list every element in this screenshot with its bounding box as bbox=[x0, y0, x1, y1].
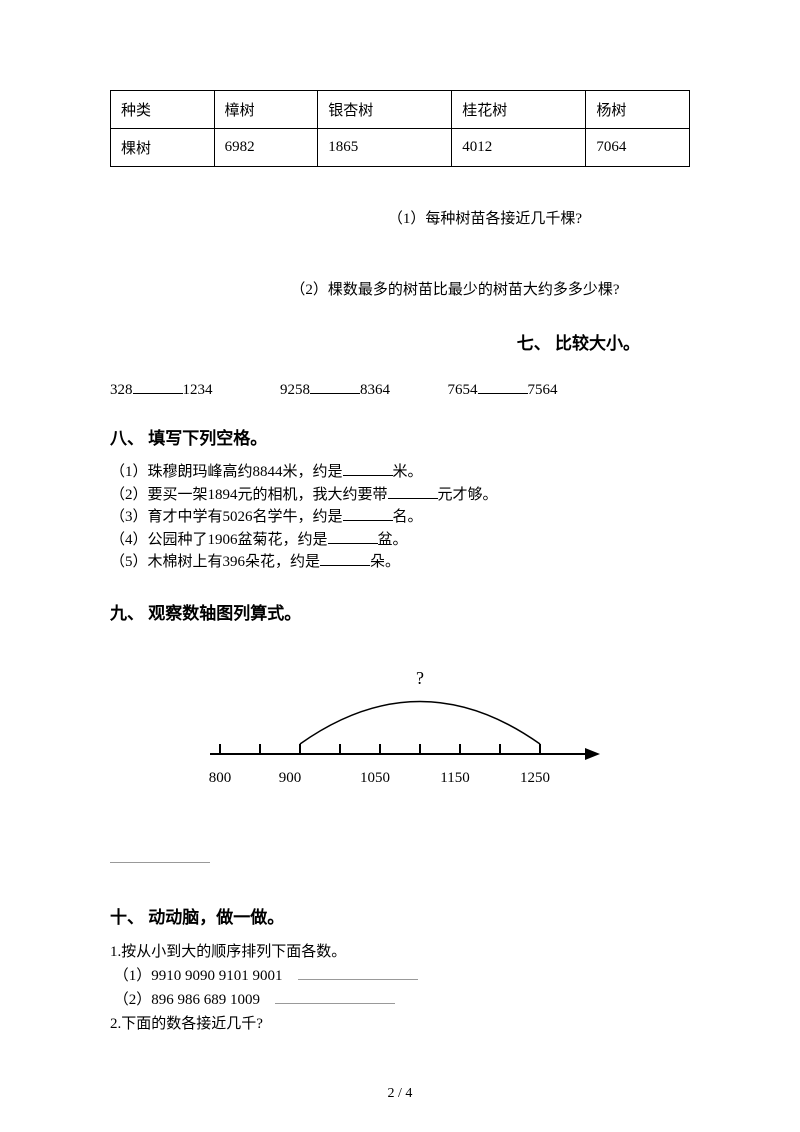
svg-text:800: 800 bbox=[209, 770, 232, 786]
blank bbox=[320, 551, 370, 566]
page-number: 2 / 4 bbox=[0, 1086, 800, 1102]
sub-question-2: 2.下面的数各接近几千? bbox=[110, 1012, 690, 1036]
compare-b: 1234 bbox=[183, 382, 213, 398]
fill-post: 盆。 bbox=[378, 532, 408, 548]
table-cell: 6982 bbox=[214, 129, 318, 167]
question-2: （2）棵数最多的树苗比最少的树苗大约多多少棵? bbox=[110, 278, 690, 299]
fill-blanks-list: （1）珠穆朗玛峰高约8844米，约是 米。 （2）要买一架1894元的相机，我大约… bbox=[110, 461, 690, 574]
svg-text:1250: 1250 bbox=[520, 770, 550, 786]
table-header-cell: 银杏树 bbox=[318, 91, 452, 129]
number-line-svg: 800 900 1050 1150 1250? bbox=[190, 654, 610, 804]
compare-a: 328 bbox=[110, 382, 133, 398]
fill-post: 名。 bbox=[393, 509, 423, 525]
blank bbox=[343, 506, 393, 521]
blank bbox=[388, 484, 438, 499]
list-item: （1）9910 9090 9101 9001 bbox=[110, 964, 690, 988]
compare-expressions: 328 1234 9258 8364 7654 7564 bbox=[110, 379, 690, 399]
blank bbox=[298, 965, 418, 980]
fill-post: 元才够。 bbox=[438, 487, 498, 503]
fill-pre: （1）珠穆朗玛峰高约8844米，约是 bbox=[110, 464, 343, 480]
blank bbox=[328, 529, 378, 544]
table-cell: 7064 bbox=[586, 129, 690, 167]
table-header-cell: 杨树 bbox=[586, 91, 690, 129]
compare-a: 7654 bbox=[448, 382, 478, 398]
compare-b: 7564 bbox=[528, 382, 558, 398]
blank bbox=[478, 379, 528, 394]
fill-post: 米。 bbox=[393, 464, 423, 480]
fill-post: 朵。 bbox=[370, 554, 400, 570]
section-10-heading: 十、 动动脑，做一做。 bbox=[110, 903, 690, 928]
sub-question-1: 1.按从小到大的顺序排列下面各数。 bbox=[110, 940, 690, 964]
blank bbox=[310, 379, 360, 394]
number-line-diagram: 800 900 1050 1150 1250? bbox=[190, 654, 610, 809]
table-row-label: 棵树 bbox=[111, 129, 215, 167]
compare-a: 9258 bbox=[280, 382, 310, 398]
svg-text:900: 900 bbox=[279, 770, 302, 786]
list-item: （2）896 986 689 1009 bbox=[110, 988, 690, 1012]
question-1: （1）每种树苗各接近几千棵? bbox=[110, 207, 690, 228]
blank bbox=[275, 989, 395, 1004]
svg-text:1050: 1050 bbox=[360, 770, 390, 786]
fill-pre: （4）公园种了1906盆菊花，约是 bbox=[110, 532, 328, 548]
table-cell: 1865 bbox=[318, 129, 452, 167]
fill-pre: （5）木棉树上有396朵花，约是 bbox=[110, 554, 320, 570]
fill-pre: （2）要买一架1894元的相机，我大约要带 bbox=[110, 487, 388, 503]
compare-b: 8364 bbox=[360, 382, 390, 398]
blank bbox=[343, 461, 393, 476]
table-header-cell: 樟树 bbox=[214, 91, 318, 129]
svg-text:1150: 1150 bbox=[440, 770, 469, 786]
section-8-heading: 八、 填写下列空格。 bbox=[110, 424, 690, 449]
table-cell: 4012 bbox=[452, 129, 586, 167]
answer-blank bbox=[110, 849, 210, 863]
section-9-heading: 九、 观察数轴图列算式。 bbox=[110, 599, 690, 624]
svg-text:?: ? bbox=[416, 668, 424, 688]
tree-data-table: 种类 樟树 银杏树 桂花树 杨树 棵树 6982 1865 4012 7064 bbox=[110, 90, 690, 167]
section-7-heading: 七、 比较大小。 bbox=[110, 329, 690, 354]
table-header-cell: 桂花树 bbox=[452, 91, 586, 129]
blank bbox=[133, 379, 183, 394]
fill-pre: （3）育才中学有5026名学牛，约是 bbox=[110, 509, 343, 525]
table-header-cell: 种类 bbox=[111, 91, 215, 129]
